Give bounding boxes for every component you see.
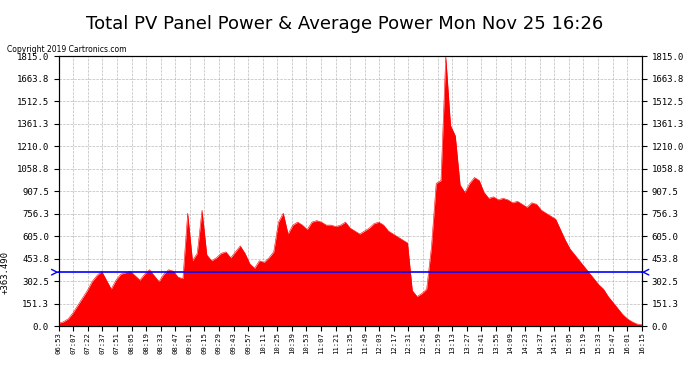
Text: Copyright 2019 Cartronics.com: Copyright 2019 Cartronics.com (7, 45, 126, 54)
Text: Total PV Panel Power & Average Power Mon Nov 25 16:26: Total PV Panel Power & Average Power Mon… (86, 15, 604, 33)
Text: +363.490: +363.490 (0, 251, 9, 294)
